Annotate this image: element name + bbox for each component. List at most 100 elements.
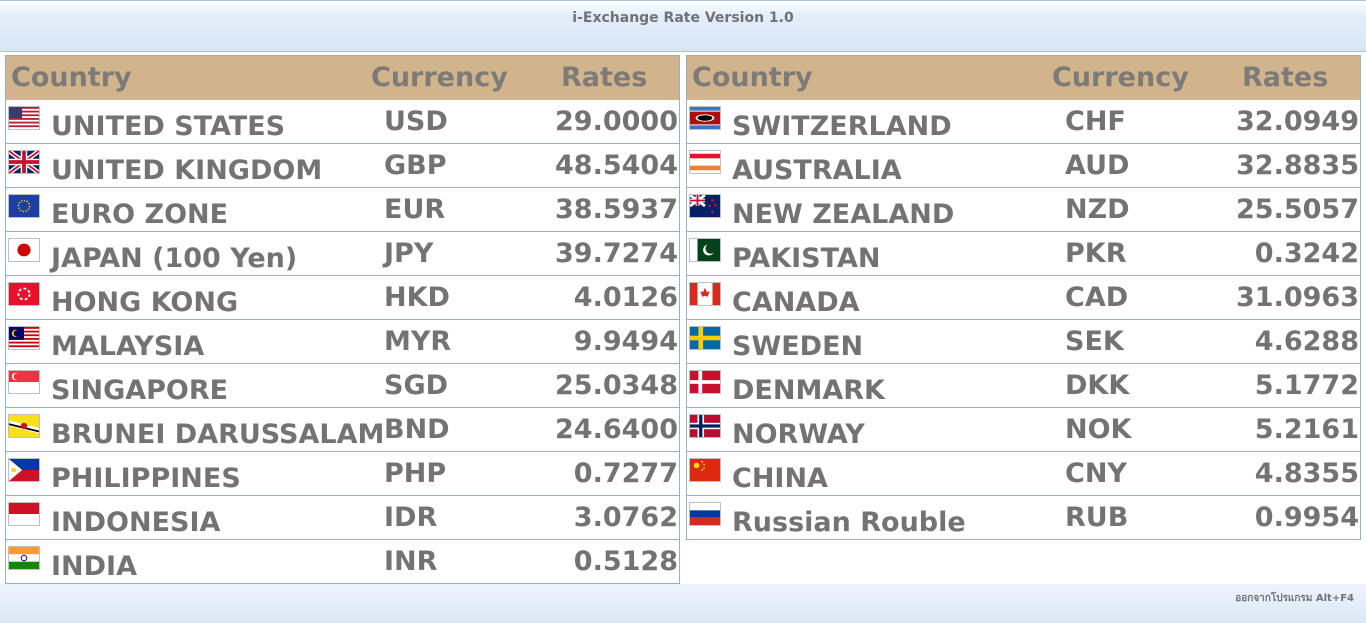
currency-code: CNY xyxy=(1065,458,1127,489)
table-row: INDONESIA IDR 3.0762 xyxy=(6,495,679,539)
currency-code: RUB xyxy=(1065,502,1129,533)
currency-code: MYR xyxy=(384,326,452,357)
table-header: Country Currency Rates xyxy=(6,56,679,100)
exchange-rate: 0.5128 xyxy=(573,546,678,577)
currency-code: SGD xyxy=(384,370,449,401)
table-row: SINGAPORE SGD 25.0348 xyxy=(6,363,679,407)
country-name: CHINA xyxy=(732,463,828,494)
currency-code: JPY xyxy=(384,238,434,269)
country-name: UNITED KINGDOM xyxy=(51,155,323,186)
currency-code: CHF xyxy=(1065,106,1126,137)
exchange-rate: 38.5937 xyxy=(555,194,678,225)
country-name: SINGAPORE xyxy=(51,375,229,406)
china-flag-icon xyxy=(689,458,721,482)
currency-code: HKD xyxy=(384,282,450,313)
malaysia-flag-icon xyxy=(8,326,40,350)
singapore-flag-icon xyxy=(8,370,40,394)
exchange-rate: 32.8835 xyxy=(1236,150,1359,181)
canada-flag-icon xyxy=(689,282,721,306)
table-row: DENMARK DKK 5.1772 xyxy=(687,363,1360,407)
brunei-flag-icon xyxy=(8,414,40,438)
country-name: CANADA xyxy=(732,287,860,318)
new-zealand-flag-icon xyxy=(689,194,721,218)
currency-code: SEK xyxy=(1065,326,1124,357)
exchange-rate: 4.6288 xyxy=(1254,326,1359,357)
country-name: MALAYSIA xyxy=(51,331,205,362)
country-name: DENMARK xyxy=(732,375,885,406)
country-name: SWEDEN xyxy=(732,331,864,362)
japan-flag-icon xyxy=(8,238,40,262)
table-row: PAKISTAN PKR 0.3242 xyxy=(687,231,1360,275)
currency-code: INR xyxy=(384,546,438,577)
table-row: Russian Rouble RUB 0.9954 xyxy=(687,495,1360,539)
country-name: PAKISTAN xyxy=(732,243,881,274)
exchange-rate: 32.0949 xyxy=(1236,106,1359,137)
currency-column-header: Currency xyxy=(1052,62,1189,93)
exchange-rate: 48.5404 xyxy=(555,150,678,181)
country-name: INDIA xyxy=(51,551,137,582)
currency-code: GBP xyxy=(384,150,447,181)
country-name: INDONESIA xyxy=(51,507,221,538)
table-row: CANADA CAD 31.0963 xyxy=(687,275,1360,319)
table-row: UNITED STATES USD 29.0000 xyxy=(6,100,679,143)
status-bar: ออกจากโปรแกรม Alt+F4 xyxy=(0,584,1366,623)
country-name: UNITED STATES xyxy=(51,111,286,142)
exchange-rate: 5.2161 xyxy=(1254,414,1359,445)
table-row: BRUNEI DARUSSALAM BND 24.6400 xyxy=(6,407,679,451)
rates-column-header: Rates xyxy=(561,62,648,93)
table-row: SWEDEN SEK 4.6288 xyxy=(687,319,1360,363)
table-row: EURO ZONE EUR 38.5937 xyxy=(6,187,679,231)
exchange-rate: 4.0126 xyxy=(573,282,678,313)
exchange-rate: 9.9494 xyxy=(573,326,678,357)
exchange-rate: 5.1772 xyxy=(1254,370,1359,401)
country-name: AUSTRALIA xyxy=(732,155,902,186)
exchange-rate: 4.8355 xyxy=(1254,458,1359,489)
currency-code: USD xyxy=(384,106,448,137)
sweden-flag-icon xyxy=(689,326,721,350)
hong-kong-flag-icon xyxy=(8,282,40,306)
exchange-rate: 24.6400 xyxy=(555,414,678,445)
exchange-rate: 3.0762 xyxy=(573,502,678,533)
exchange-rate: 0.3242 xyxy=(1254,238,1359,269)
currency-code: EUR xyxy=(384,194,446,225)
table-row: HONG KONG HKD 4.0126 xyxy=(6,275,679,319)
app-title: i-Exchange Rate Version 1.0 xyxy=(572,10,794,26)
currency-code: NZD xyxy=(1065,194,1130,225)
indonesia-flag-icon xyxy=(8,502,40,526)
exchange-rate: 25.5057 xyxy=(1236,194,1359,225)
country-name: NEW ZEALAND xyxy=(732,199,955,230)
table-row: MALAYSIA MYR 9.9494 xyxy=(6,319,679,363)
country-name: Russian Rouble xyxy=(732,507,966,538)
currency-code: NOK xyxy=(1065,414,1132,445)
currency-code: BND xyxy=(384,414,450,445)
switzerland-flag-icon xyxy=(689,106,721,130)
table-row: SWITZERLAND CHF 32.0949 xyxy=(687,100,1360,143)
table-body: SWITZERLAND CHF 32.0949 AUSTRALIA AUD 32.8835… xyxy=(687,100,1360,539)
country-name: JAPAN (100 Yen) xyxy=(51,243,298,274)
rates-column-header: Rates xyxy=(1242,62,1329,93)
exchange-rate: 29.0000 xyxy=(555,106,678,137)
title-bar: i-Exchange Rate Version 1.0 xyxy=(0,0,1366,52)
country-name: SWITZERLAND xyxy=(732,111,952,142)
country-name: HONG KONG xyxy=(51,287,239,318)
russia-flag-icon xyxy=(689,502,721,526)
currency-code: IDR xyxy=(384,502,438,533)
currency-code: PKR xyxy=(1065,238,1127,269)
india-flag-icon xyxy=(8,546,40,570)
currency-code: CAD xyxy=(1065,282,1129,313)
table-row: NORWAY NOK 5.2161 xyxy=(687,407,1360,451)
exchange-rate: 0.9954 xyxy=(1254,502,1359,533)
country-name: NORWAY xyxy=(732,419,865,450)
norway-flag-icon xyxy=(689,414,721,438)
denmark-flag-icon xyxy=(689,370,721,394)
table-header: Country Currency Rates xyxy=(687,56,1360,100)
exchange-rate: 0.7277 xyxy=(573,458,678,489)
currency-code: PHP xyxy=(384,458,447,489)
country-column-header: Country xyxy=(11,62,132,93)
country-name: PHILIPPINES xyxy=(51,463,241,494)
us-flag-icon xyxy=(8,106,40,130)
table-row: PHILIPPINES PHP 0.7277 xyxy=(6,451,679,495)
currency-column-header: Currency xyxy=(371,62,508,93)
table-body: UNITED STATES USD 29.0000 UNITED KINGDOM GBP… xyxy=(6,100,679,583)
exchange-rate: 39.7274 xyxy=(555,238,678,269)
